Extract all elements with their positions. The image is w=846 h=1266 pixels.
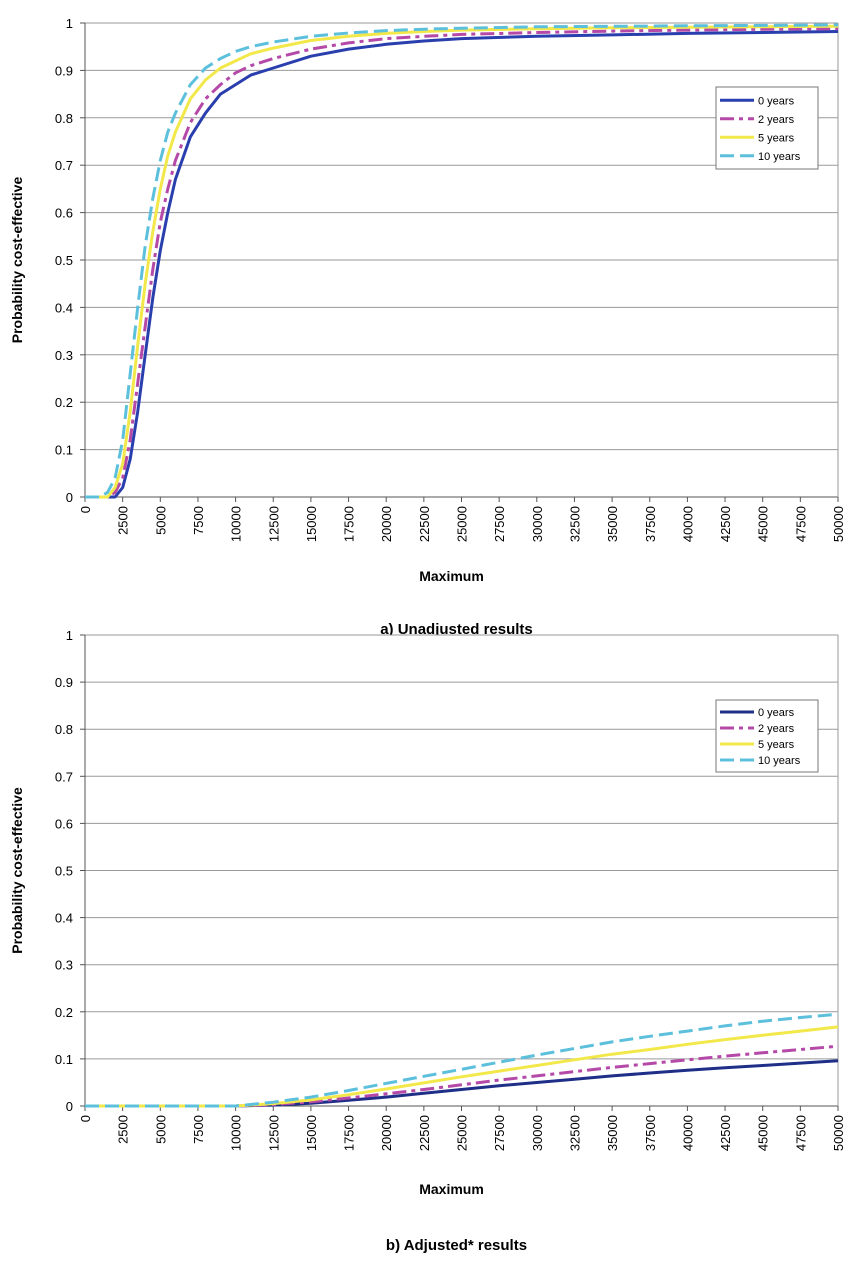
x-tick-label: 2500 (116, 506, 131, 535)
y-tick-label: 0.3 (55, 348, 73, 363)
x-tick-label: 50000 (831, 506, 846, 542)
legend-entry: 10 years (758, 151, 801, 163)
x-tick-label: 22500 (417, 506, 432, 542)
x-tick-label: 50000 (831, 1115, 846, 1151)
x-tick-label: 0 (78, 506, 93, 513)
x-tick-label: 25000 (455, 1115, 470, 1151)
x-tick-label: 20000 (379, 506, 394, 542)
series-line-2-years (85, 27, 839, 499)
x-tick-label: 42500 (718, 506, 733, 542)
x-tick-label: 37500 (643, 1115, 658, 1151)
x-axis-title: Maximum (419, 1181, 484, 1197)
y-tick-label: 1 (66, 628, 73, 643)
x-tick-label: 2500 (116, 1115, 131, 1144)
y-tick-label: 0.9 (55, 675, 73, 690)
y-tick-label: 0.7 (55, 769, 73, 784)
y-tick-label: 0.2 (55, 395, 73, 410)
x-tick-label: 7500 (191, 506, 206, 535)
x-tick-label: 45000 (756, 1115, 771, 1151)
y-axis-title: Probability cost-effective (9, 787, 25, 954)
legend-entry: 0 years (758, 95, 795, 107)
x-tick-label: 30000 (530, 1115, 545, 1151)
x-tick-label: 35000 (605, 1115, 620, 1151)
chart-caption: a) Unadjusted results (380, 621, 533, 638)
series-line-0-years (85, 30, 839, 499)
x-tick-label: 25000 (455, 506, 470, 542)
x-tick-label: 7500 (191, 1115, 206, 1144)
x-tick-label: 10000 (229, 506, 244, 542)
x-tick-label: 17500 (342, 1115, 357, 1151)
legend: 0 years 2 years 5 years 10 years (715, 699, 819, 773)
x-tick-label: 27500 (492, 1115, 507, 1151)
x-tick-label: 17500 (342, 506, 357, 542)
x-tick-label: 0 (78, 1115, 93, 1122)
y-tick-label: 0.6 (55, 816, 73, 831)
chart-1: 0 0.1 0.2 0.3 0.4 0.5 0.6 0.7 0.8 0.9 1 0 2500 5000 75… (9, 16, 846, 638)
y-tick-label: 0.2 (55, 1005, 73, 1020)
x-tick-label: 42500 (718, 1115, 733, 1151)
legend-entry: 10 years (758, 755, 801, 767)
x-tick-label: 15000 (304, 1115, 319, 1151)
x-tick-label: 15000 (304, 506, 319, 542)
legend-entry: 0 years (758, 707, 795, 719)
y-tick-label: 0.8 (55, 722, 73, 737)
series-line-10-years (85, 23, 839, 499)
x-tick-label: 12500 (266, 506, 281, 542)
legend-entry: 2 years (758, 723, 795, 735)
x-tick-label: 22500 (417, 1115, 432, 1151)
x-tick-label: 20000 (379, 1115, 394, 1151)
y-tick-label: 0.1 (55, 1052, 73, 1067)
y-tick-label: 0.3 (55, 958, 73, 973)
y-tick-label: 0.5 (55, 253, 73, 268)
x-tick-label: 27500 (492, 506, 507, 542)
x-tick-label: 5000 (153, 1115, 168, 1144)
x-tick-label: 12500 (266, 1115, 281, 1151)
x-tick-label: 40000 (680, 1115, 695, 1151)
chart-2: 0 0.1 0.2 0.3 0.4 0.5 0.6 0.7 0.8 0.9 1 0 2500 5000 75… (9, 628, 846, 1254)
x-tick-label: 32500 (567, 1115, 582, 1151)
x-tick-label: 47500 (793, 1115, 808, 1151)
y-tick-label: 0 (66, 1099, 73, 1114)
x-tick-label: 5000 (153, 506, 168, 535)
x-tick-label: 47500 (793, 506, 808, 542)
y-tick-label: 0.4 (55, 300, 73, 315)
x-tick-label: 45000 (756, 506, 771, 542)
x-tick-label: 32500 (567, 506, 582, 542)
legend-entry: 5 years (758, 739, 795, 751)
series-line-10-years (85, 1012, 839, 1108)
y-tick-label: 0.8 (55, 111, 73, 126)
legend: 0 years 2 years 5 years 10 years (715, 86, 819, 170)
y-axis-title: Probability cost-effective (9, 177, 25, 344)
legend-entry: 2 years (758, 114, 795, 126)
y-tick-label: 1 (66, 16, 73, 31)
chart-caption: b) Adjusted* results (386, 1237, 527, 1254)
x-tick-label: 30000 (530, 506, 545, 542)
y-tick-label: 0.1 (55, 443, 73, 458)
x-tick-label: 10000 (229, 1115, 244, 1151)
x-tick-label: 35000 (605, 506, 620, 542)
y-tick-label: 0.6 (55, 206, 73, 221)
series-line-5-years (85, 24, 839, 499)
y-tick-label: 0.7 (55, 158, 73, 173)
x-tick-label: 40000 (680, 506, 695, 542)
y-tick-label: 0.9 (55, 63, 73, 78)
y-tick-label: 0 (66, 490, 73, 505)
x-axis-title: Maximum (419, 568, 484, 584)
y-tick-label: 0.4 (55, 911, 73, 926)
x-tick-label: 37500 (643, 506, 658, 542)
legend-entry: 5 years (758, 132, 795, 144)
y-tick-label: 0.5 (55, 864, 73, 879)
